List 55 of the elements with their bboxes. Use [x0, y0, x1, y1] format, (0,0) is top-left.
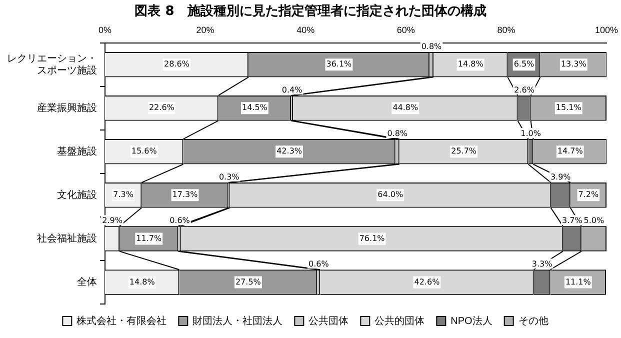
data-label: 3.7%	[562, 216, 583, 226]
data-label: 13.3%	[560, 60, 587, 69]
y-tick-label: 社会福祉施設	[37, 232, 97, 244]
data-label: 11.7%	[136, 234, 162, 243]
x-tick-label: 80%	[497, 24, 516, 35]
data-label: 15.1%	[556, 103, 582, 112]
x-tick-label: 0%	[98, 24, 112, 35]
x-tick-label: 20%	[196, 24, 214, 35]
legend-label: その他	[518, 314, 548, 327]
data-label: 1.0%	[520, 129, 542, 138]
data-label: 0.6%	[308, 260, 330, 269]
data-label: 11.1%	[565, 277, 592, 286]
data-label: 6.5%	[514, 60, 535, 69]
data-label: 0.8%	[387, 129, 408, 138]
data-label: 0.3%	[218, 172, 240, 182]
legend-label: 財団法人・社団法人	[192, 314, 283, 327]
data-label: 42.3%	[276, 146, 302, 156]
data-label: 44.8%	[392, 103, 418, 112]
data-label: 25.7%	[451, 146, 477, 156]
y-tick-label: レクリエーション・スポーツ施設	[7, 53, 97, 76]
data-label: 7.3%	[113, 190, 134, 200]
data-label: 27.5%	[235, 277, 262, 286]
y-tick-label: 産業振興施設	[37, 102, 97, 114]
y-tick-label: 全体	[77, 276, 97, 288]
data-label: 5.0%	[584, 216, 605, 226]
legend-label: 株式会社・有限会社	[76, 314, 167, 327]
data-label: 15.6%	[131, 146, 158, 156]
data-label: 7.2%	[578, 190, 599, 200]
y-tick-label: 基盤施設	[57, 145, 97, 158]
data-label: 14.8%	[129, 277, 156, 286]
legend-label: 公共団体	[308, 314, 349, 327]
legend-label: NPO法人	[450, 314, 492, 327]
data-label: 28.6%	[164, 60, 190, 69]
x-tick-label: 40%	[296, 24, 315, 35]
data-label: 17.3%	[172, 190, 198, 200]
data-label: 76.1%	[359, 234, 386, 243]
data-label: 14.5%	[242, 103, 268, 112]
chart-title: 図表 8 施設種別に見た指定管理者に指定された団体の構成	[134, 2, 488, 20]
data-label: 2.9%	[102, 216, 123, 226]
data-label: 14.8%	[458, 60, 484, 69]
data-label: 0.6%	[170, 216, 190, 226]
data-label: 0.4%	[282, 86, 303, 95]
y-tick-label: 文化施設	[57, 188, 97, 201]
data-label: 3.9%	[550, 172, 572, 182]
data-label: 64.0%	[378, 190, 404, 200]
legend-label: 公共的団体	[374, 314, 425, 327]
data-label: 22.6%	[148, 103, 175, 112]
data-label: 14.7%	[557, 146, 584, 156]
data-label: 0.8%	[421, 42, 442, 52]
data-label: 36.1%	[326, 60, 352, 69]
data-label: 3.3%	[532, 260, 553, 269]
x-tick-label: 100%	[594, 24, 618, 35]
data-label: 2.6%	[514, 86, 535, 95]
data-label: 42.6%	[414, 277, 440, 286]
x-tick-label: 60%	[396, 24, 415, 35]
